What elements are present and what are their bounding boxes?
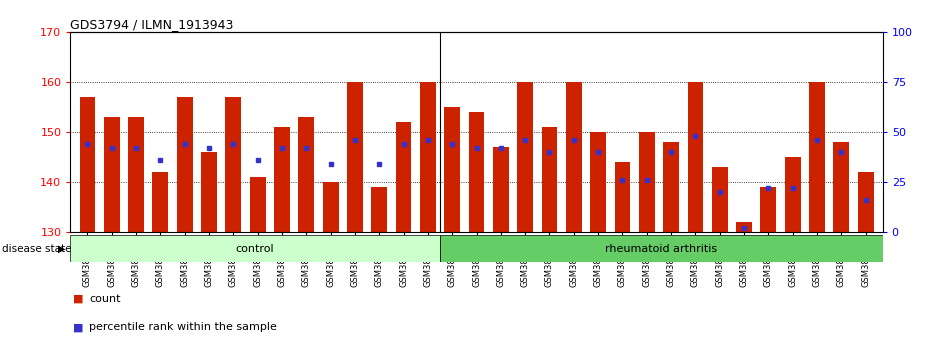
Bar: [542, 127, 558, 232]
Text: count: count: [89, 294, 121, 304]
Bar: [347, 82, 362, 232]
Bar: [712, 167, 728, 232]
Bar: [439, 235, 883, 262]
Bar: [736, 222, 752, 232]
Bar: [177, 97, 192, 232]
Bar: [299, 117, 315, 232]
Bar: [225, 97, 241, 232]
Bar: [663, 142, 679, 232]
Text: rheumatoid arthritis: rheumatoid arthritis: [605, 244, 717, 254]
Bar: [323, 182, 339, 232]
Bar: [420, 82, 436, 232]
Bar: [517, 82, 533, 232]
Text: ■: ■: [73, 322, 84, 332]
Bar: [104, 117, 119, 232]
Bar: [371, 187, 387, 232]
Text: percentile rank within the sample: percentile rank within the sample: [89, 322, 277, 332]
Bar: [834, 142, 849, 232]
Bar: [70, 235, 439, 262]
Bar: [566, 82, 582, 232]
Bar: [395, 122, 411, 232]
Bar: [274, 127, 290, 232]
Text: ▶: ▶: [58, 244, 66, 254]
Bar: [152, 172, 168, 232]
Bar: [493, 147, 509, 232]
Bar: [785, 157, 801, 232]
Bar: [639, 132, 654, 232]
Bar: [687, 82, 703, 232]
Bar: [80, 97, 96, 232]
Text: GDS3794 / ILMN_1913943: GDS3794 / ILMN_1913943: [70, 18, 234, 31]
Text: control: control: [236, 244, 274, 254]
Bar: [591, 132, 606, 232]
Text: ■: ■: [73, 294, 84, 304]
Bar: [469, 112, 485, 232]
Bar: [129, 117, 144, 232]
Bar: [809, 82, 824, 232]
Bar: [250, 177, 266, 232]
Bar: [857, 172, 873, 232]
Bar: [444, 107, 460, 232]
Text: disease state: disease state: [2, 244, 71, 254]
Bar: [614, 162, 630, 232]
Bar: [761, 187, 777, 232]
Bar: [201, 152, 217, 232]
